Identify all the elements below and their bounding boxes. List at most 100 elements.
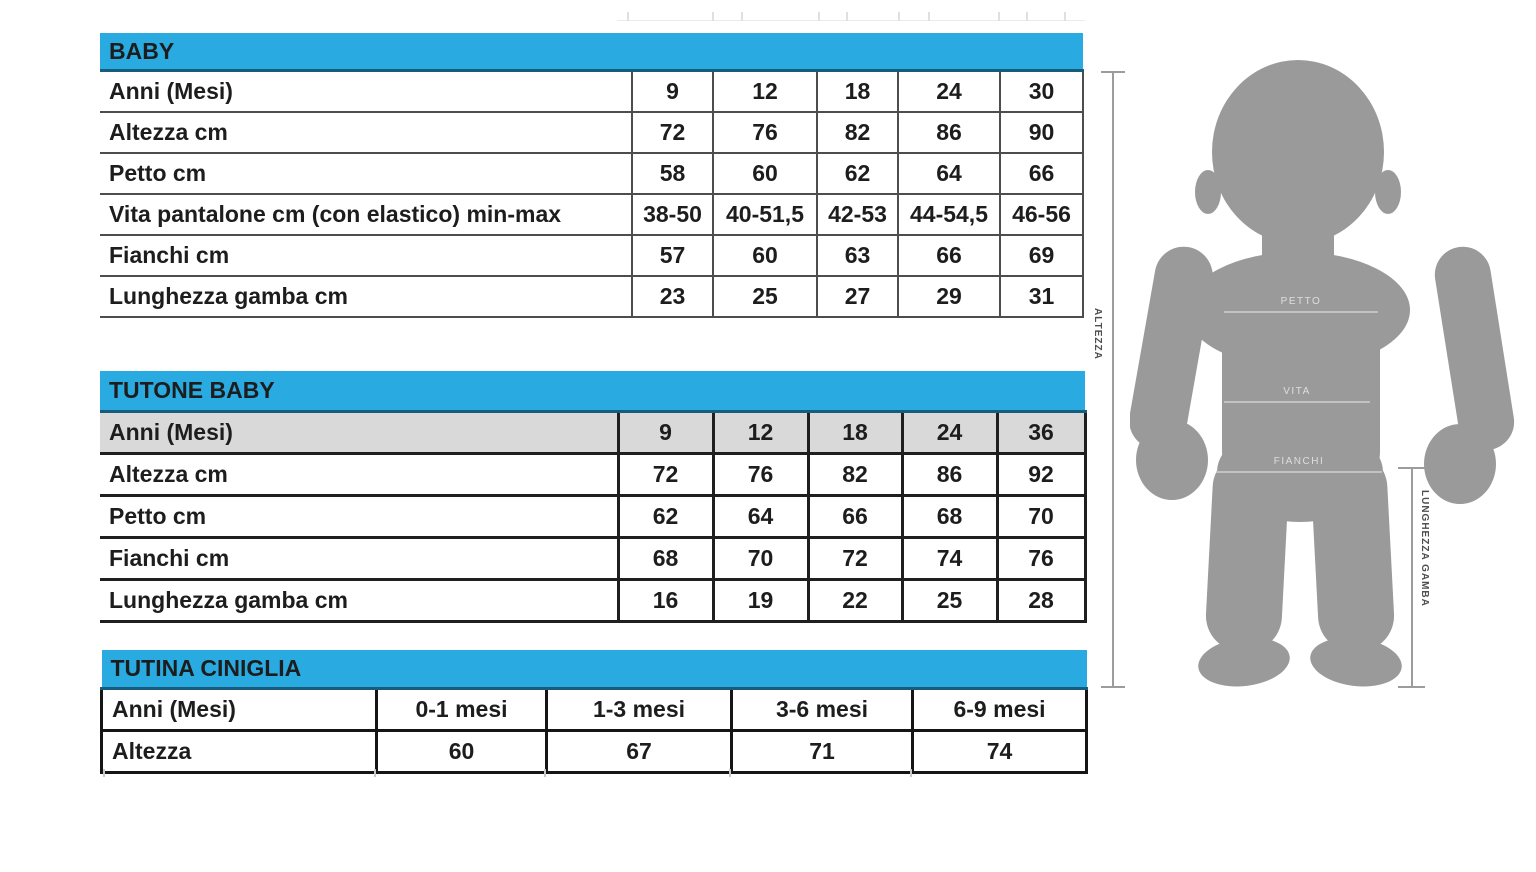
crop-remnant-stub	[544, 769, 546, 777]
crop-remnant-tick	[818, 12, 820, 21]
cell: 44-54,5	[897, 194, 1000, 236]
cell: 72	[616, 453, 713, 497]
cell: 62	[816, 153, 898, 195]
cell: 18	[806, 411, 902, 455]
crop-remnant-line	[617, 20, 1085, 21]
cell: 76	[711, 453, 808, 497]
altezza-bracket-bottom-cap	[1101, 686, 1125, 688]
cell: 76	[995, 537, 1087, 581]
table-row: Lunghezza gamba cm 23 25 27 29 31	[100, 276, 1085, 318]
table-row: Lunghezza gamba cm 16 19 22 25 28	[100, 579, 1087, 623]
row-label: Anni (Mesi)	[100, 70, 632, 113]
cell: 86	[900, 453, 997, 497]
row-label: Petto cm	[100, 495, 618, 539]
row-label: Altezza	[100, 729, 378, 774]
cell: 46-56	[998, 194, 1085, 236]
cell: 3-6 mesi	[730, 687, 914, 732]
crop-remnant-tick	[998, 12, 1000, 21]
table-row: Fianchi cm 68 70 72 74 76	[100, 537, 1087, 581]
cell: 66	[998, 153, 1085, 195]
lunghezza-gamba-label: LUNGHEZZA GAMBA	[1419, 490, 1430, 607]
cell: 16	[616, 579, 713, 623]
cell: 71	[730, 729, 914, 774]
cell: 63	[816, 235, 898, 277]
cell: 66	[806, 495, 902, 539]
table-row: Altezza cm 72 76 82 86 90	[100, 112, 1085, 154]
table-row: Anni (Mesi) 9 12 18 24 30	[100, 70, 1085, 113]
row-label: Lunghezza gamba cm	[100, 276, 632, 318]
cell: 31	[998, 276, 1085, 318]
crop-remnant-tick	[1026, 12, 1028, 21]
row-label: Altezza cm	[100, 453, 618, 497]
crop-remnant-stub	[910, 769, 912, 777]
cell: 82	[816, 112, 898, 154]
crop-remnant-tick	[898, 12, 900, 21]
cell: 27	[816, 276, 898, 318]
table-row: Fianchi cm 57 60 63 66 69	[100, 235, 1085, 277]
table-tutina-ciniglia: TUTINA CINIGLIA Anni (Mesi) 0-1 mesi 1-3…	[100, 650, 1089, 774]
cell: 72	[631, 112, 713, 154]
table-tutone-title-row: TUTONE BABY	[100, 371, 1086, 413]
cell: 18	[816, 70, 898, 113]
table-row: Anni (Mesi) 9 12 18 24 36	[100, 411, 1087, 455]
crop-remnant-tick	[846, 12, 848, 21]
row-label: Petto cm	[100, 153, 632, 195]
fianchi-label: FIANCHI	[1274, 456, 1325, 467]
table-row: Vita pantalone cm (con elastico) min-max…	[100, 194, 1085, 236]
lunghezza-gamba-line	[1411, 467, 1413, 687]
cell: 57	[631, 235, 713, 277]
cell: 68	[900, 495, 997, 539]
cell: 67	[545, 729, 733, 774]
cell: 40-51,5	[712, 194, 817, 236]
lunghezza-gamba-bottom-cap	[1398, 686, 1425, 688]
table-title: TUTINA CINIGLIA	[101, 650, 1087, 690]
table-row: Petto cm 62 64 66 68 70	[100, 495, 1087, 539]
row-label: Fianchi cm	[100, 537, 618, 581]
cell: 68	[616, 537, 713, 581]
table-tutina-title-row: TUTINA CINIGLIA	[101, 650, 1087, 690]
row-label: Vita pantalone cm (con elastico) min-max	[100, 194, 632, 236]
cell: 69	[998, 235, 1085, 277]
cell: 64	[897, 153, 1000, 195]
cell: 6-9 mesi	[910, 687, 1089, 732]
row-label: Lunghezza gamba cm	[100, 579, 618, 623]
cell: 74	[910, 729, 1089, 774]
cell: 72	[806, 537, 902, 581]
baby-silhouette-diagram: PETTO VITA FIANCHI	[1130, 60, 1515, 687]
cell: 1-3 mesi	[545, 687, 733, 732]
table-tutone-baby: TUTONE BABY Anni (Mesi) 9 12 18 24 36 Al…	[100, 371, 1087, 623]
cell: 29	[897, 276, 1000, 318]
cell: 60	[375, 729, 548, 774]
table-title: BABY	[100, 33, 1084, 72]
cell: 25	[900, 579, 997, 623]
cell: 90	[998, 112, 1085, 154]
baby-silhouette	[1130, 60, 1515, 687]
crop-remnant-stub	[374, 769, 376, 777]
crop-remnant-tick	[741, 12, 743, 21]
cell: 12	[711, 411, 808, 455]
cell: 60	[712, 153, 817, 195]
vita-label: VITA	[1283, 386, 1310, 397]
table-row: Anni (Mesi) 0-1 mesi 1-3 mesi 3-6 mesi 6…	[100, 687, 1089, 732]
cell: 64	[711, 495, 808, 539]
cell: 58	[631, 153, 713, 195]
cell: 42-53	[816, 194, 898, 236]
altezza-bracket-line	[1112, 71, 1114, 687]
row-label: Altezza cm	[100, 112, 632, 154]
crop-remnant-stub	[729, 769, 731, 777]
crop-remnant-tick	[1064, 12, 1066, 21]
cell: 86	[897, 112, 1000, 154]
cell: 23	[631, 276, 713, 318]
petto-label: PETTO	[1281, 296, 1322, 307]
cell: 12	[712, 70, 817, 113]
row-label: Anni (Mesi)	[100, 411, 618, 455]
cell: 22	[806, 579, 902, 623]
crop-remnant-tick	[627, 12, 629, 21]
cell: 60	[712, 235, 817, 277]
cell: 24	[897, 70, 1000, 113]
cell: 70	[995, 495, 1087, 539]
cell: 82	[806, 453, 902, 497]
cell: 76	[712, 112, 817, 154]
cell: 30	[998, 70, 1085, 113]
table-baby: BABY Anni (Mesi) 9 12 18 24 30 Altezza c…	[100, 33, 1085, 318]
